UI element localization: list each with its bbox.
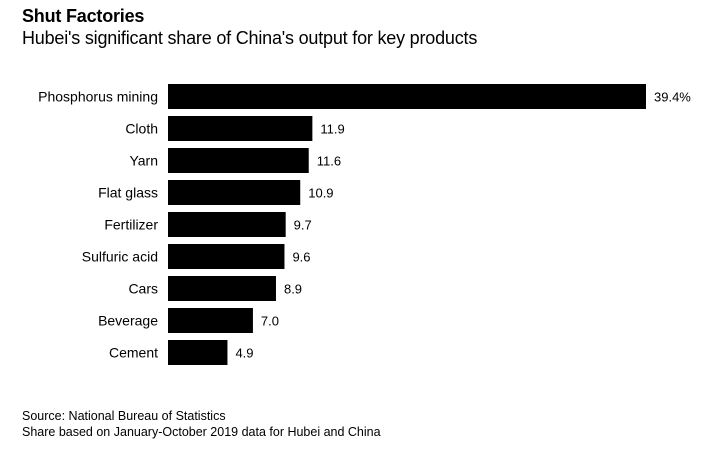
value-label: 11.9 [320, 122, 344, 137]
category-label: Yarn [129, 153, 158, 169]
category-label: Sulfuric acid [82, 249, 158, 265]
category-label: Beverage [98, 313, 158, 329]
value-label: 39.4% [654, 90, 691, 105]
bar [168, 148, 309, 173]
value-label: 4.9 [235, 346, 253, 361]
bar [168, 212, 286, 237]
value-label: 9.6 [292, 250, 310, 265]
category-label: Cloth [125, 121, 158, 137]
category-label: Fertilizer [104, 217, 158, 233]
value-label: 8.9 [284, 282, 302, 297]
value-label: 7.0 [261, 314, 279, 329]
chart-footer: Source: National Bureau of Statistics Sh… [22, 408, 381, 440]
category-label: Cement [109, 345, 158, 361]
category-label: Flat glass [98, 185, 158, 201]
bar [168, 116, 313, 141]
bar [168, 308, 253, 333]
bar [168, 84, 646, 109]
chart-title: Shut Factories [22, 6, 145, 26]
value-label: 9.7 [294, 218, 312, 233]
chart-subtitle: Hubei's significant share of China's out… [22, 28, 478, 48]
source-note: Source: National Bureau of Statistics [22, 409, 226, 423]
bar [168, 180, 301, 205]
bar [168, 276, 276, 301]
category-label: Cars [128, 281, 158, 297]
category-label: Phosphorus mining [38, 89, 158, 105]
value-label: 11.6 [317, 154, 341, 169]
data-note: Share based on January-October 2019 data… [22, 425, 381, 439]
value-label: 10.9 [308, 186, 333, 201]
bar [168, 340, 228, 365]
bar-chart: Phosphorus mining 39.4% Cloth 11.9 Yarn 11.6 F… [38, 84, 691, 365]
bar [168, 244, 285, 269]
